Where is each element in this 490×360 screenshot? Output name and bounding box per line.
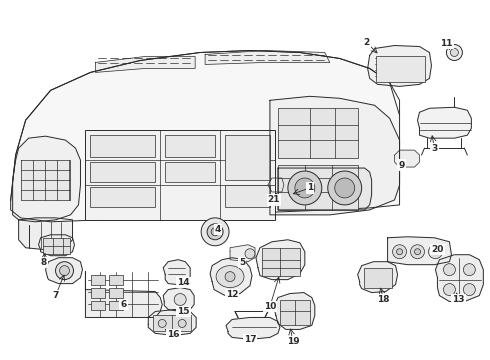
Circle shape — [328, 171, 362, 205]
Text: 6: 6 — [120, 300, 126, 309]
Bar — [92, 301, 105, 310]
Bar — [92, 288, 105, 298]
Polygon shape — [46, 258, 82, 284]
Text: 9: 9 — [398, 161, 405, 170]
Circle shape — [446, 45, 463, 60]
Bar — [109, 288, 123, 298]
Circle shape — [225, 272, 235, 282]
Text: 18: 18 — [377, 295, 390, 304]
Polygon shape — [274, 293, 315, 329]
Circle shape — [335, 178, 355, 198]
Circle shape — [174, 293, 186, 306]
Polygon shape — [148, 310, 196, 336]
Text: 14: 14 — [177, 278, 190, 287]
Text: 19: 19 — [287, 337, 299, 346]
Text: 17: 17 — [244, 335, 256, 344]
Polygon shape — [96, 57, 195, 72]
Circle shape — [433, 249, 439, 255]
Text: 20: 20 — [431, 245, 443, 254]
Circle shape — [245, 249, 255, 259]
Circle shape — [295, 178, 315, 198]
Circle shape — [415, 249, 420, 255]
Circle shape — [59, 266, 70, 276]
Circle shape — [178, 319, 186, 328]
Bar — [278, 108, 358, 158]
Bar — [376, 57, 425, 82]
Bar — [109, 275, 123, 285]
Bar — [165, 162, 215, 182]
Circle shape — [207, 224, 223, 240]
Polygon shape — [368, 45, 432, 86]
Polygon shape — [21, 160, 71, 200]
Text: 11: 11 — [440, 39, 453, 48]
Polygon shape — [163, 288, 194, 311]
Text: 5: 5 — [239, 258, 245, 267]
Polygon shape — [11, 50, 399, 222]
Text: 12: 12 — [226, 290, 238, 299]
Circle shape — [450, 49, 458, 57]
Circle shape — [396, 249, 403, 255]
Circle shape — [428, 245, 442, 259]
Polygon shape — [163, 260, 190, 285]
Polygon shape — [85, 272, 162, 318]
Circle shape — [464, 284, 475, 296]
Circle shape — [464, 264, 475, 276]
Polygon shape — [436, 255, 483, 302]
Circle shape — [211, 228, 219, 236]
Bar — [278, 165, 358, 210]
Bar — [92, 275, 105, 285]
Polygon shape — [417, 107, 471, 138]
Text: 2: 2 — [364, 38, 370, 47]
Text: 10: 10 — [264, 302, 276, 311]
Bar — [280, 300, 310, 325]
Bar — [225, 135, 270, 180]
Text: 7: 7 — [52, 291, 59, 300]
Polygon shape — [205, 50, 330, 64]
Polygon shape — [256, 240, 305, 280]
Bar — [85, 130, 275, 220]
Polygon shape — [13, 136, 80, 222]
Bar — [364, 268, 392, 288]
Text: 4: 4 — [215, 225, 221, 234]
Circle shape — [411, 245, 424, 259]
Text: 3: 3 — [431, 144, 438, 153]
Text: 13: 13 — [452, 295, 465, 304]
Bar — [109, 301, 123, 310]
Text: 16: 16 — [167, 330, 179, 339]
Bar — [91, 162, 155, 182]
Polygon shape — [388, 237, 451, 265]
Circle shape — [201, 218, 229, 246]
Bar — [43, 238, 71, 254]
Polygon shape — [278, 168, 371, 210]
Bar — [153, 315, 191, 332]
Polygon shape — [19, 218, 73, 250]
Bar — [225, 185, 270, 207]
Circle shape — [443, 264, 455, 276]
Polygon shape — [358, 262, 397, 293]
Polygon shape — [210, 258, 252, 296]
Text: 21: 21 — [268, 195, 280, 204]
Bar — [91, 135, 155, 157]
Polygon shape — [268, 178, 284, 192]
Bar — [91, 187, 155, 207]
Text: 1: 1 — [307, 184, 313, 193]
Text: 8: 8 — [41, 258, 47, 267]
Bar — [262, 248, 300, 276]
Polygon shape — [230, 245, 255, 262]
Circle shape — [443, 284, 455, 296]
Text: 15: 15 — [177, 307, 190, 316]
Polygon shape — [226, 318, 280, 339]
Polygon shape — [39, 235, 74, 256]
Circle shape — [55, 262, 74, 280]
Circle shape — [392, 245, 407, 259]
Polygon shape — [270, 96, 399, 215]
Polygon shape — [394, 150, 419, 167]
Circle shape — [158, 319, 166, 328]
Ellipse shape — [216, 266, 244, 288]
Bar — [165, 135, 215, 157]
Circle shape — [288, 171, 322, 205]
